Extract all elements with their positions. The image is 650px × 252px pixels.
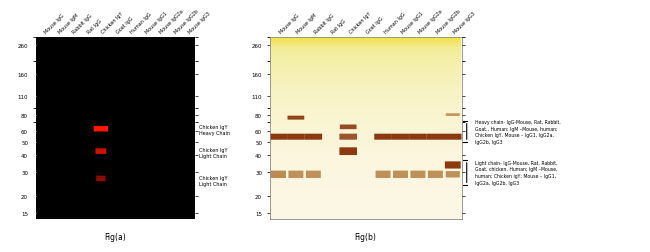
- Text: Fig(a): Fig(a): [105, 232, 126, 241]
- FancyBboxPatch shape: [306, 171, 321, 178]
- FancyBboxPatch shape: [270, 134, 287, 140]
- FancyBboxPatch shape: [94, 126, 108, 132]
- Text: Chicken IgY
Light Chain: Chicken IgY Light Chain: [200, 175, 228, 186]
- FancyBboxPatch shape: [96, 176, 105, 182]
- FancyBboxPatch shape: [392, 134, 410, 140]
- Text: Goat IgG: Goat IgG: [365, 16, 384, 35]
- Text: Mouse IgG3: Mouse IgG3: [188, 11, 212, 35]
- Text: Fig(b): Fig(b): [355, 232, 376, 241]
- FancyBboxPatch shape: [96, 149, 107, 154]
- Text: Chicken IgY
Heavy Chain: Chicken IgY Heavy Chain: [200, 124, 230, 136]
- Text: Mouse IgG3: Mouse IgG3: [453, 11, 476, 35]
- Text: Mouse IgG: Mouse IgG: [43, 13, 65, 35]
- Text: Mouse IgG1: Mouse IgG1: [400, 11, 424, 35]
- FancyBboxPatch shape: [305, 134, 322, 140]
- FancyBboxPatch shape: [428, 171, 443, 178]
- FancyBboxPatch shape: [444, 134, 462, 140]
- Text: Human IgG: Human IgG: [383, 12, 406, 35]
- FancyBboxPatch shape: [339, 134, 357, 140]
- Text: Mouse IgG2a: Mouse IgG2a: [159, 9, 185, 35]
- FancyBboxPatch shape: [426, 134, 444, 140]
- FancyBboxPatch shape: [445, 162, 461, 169]
- Text: Mouse IgG2b: Mouse IgG2b: [436, 9, 461, 35]
- FancyBboxPatch shape: [287, 116, 304, 120]
- FancyBboxPatch shape: [446, 171, 460, 178]
- FancyBboxPatch shape: [410, 171, 425, 178]
- Text: Chicken IgY
Light Chain: Chicken IgY Light Chain: [200, 147, 228, 159]
- Text: Rabbit IgG: Rabbit IgG: [313, 13, 335, 35]
- Text: Chicken IgY: Chicken IgY: [348, 11, 372, 35]
- Text: Heavy chain- IgG-Mouse, Rat, Rabbit,
Goat., Human; IgM –Mouse, human;
Chicken Ig: Heavy chain- IgG-Mouse, Rat, Rabbit, Goa…: [475, 120, 561, 144]
- Text: Mouse IgG2b: Mouse IgG2b: [174, 9, 200, 35]
- FancyBboxPatch shape: [446, 114, 460, 116]
- FancyBboxPatch shape: [374, 134, 392, 140]
- Text: Human IgG: Human IgG: [130, 12, 153, 35]
- Text: Rabbit IgG: Rabbit IgG: [72, 13, 94, 35]
- Text: Mouse IgM: Mouse IgM: [296, 13, 318, 35]
- Text: Rat IgG: Rat IgG: [86, 19, 103, 35]
- FancyBboxPatch shape: [340, 125, 357, 130]
- FancyBboxPatch shape: [393, 171, 408, 178]
- Text: Chicken IgY: Chicken IgY: [101, 11, 125, 35]
- Text: Rat IgG: Rat IgG: [331, 19, 347, 35]
- FancyBboxPatch shape: [289, 171, 304, 178]
- FancyBboxPatch shape: [339, 148, 357, 155]
- Text: Light chain- IgG-Mouse, Rat, Rabbit,
Goat, chicken, Human; IgM –Mouse,
human; Ch: Light chain- IgG-Mouse, Rat, Rabbit, Goa…: [475, 160, 558, 185]
- Text: Mouse IgG1: Mouse IgG1: [144, 11, 168, 35]
- FancyBboxPatch shape: [409, 134, 426, 140]
- Text: Goat IgG: Goat IgG: [116, 16, 134, 35]
- Text: Mouse IgM: Mouse IgM: [57, 13, 79, 35]
- Text: Mouse IgG: Mouse IgG: [278, 13, 300, 35]
- FancyBboxPatch shape: [287, 134, 305, 140]
- FancyBboxPatch shape: [376, 171, 391, 178]
- Text: Mouse IgG2a: Mouse IgG2a: [418, 9, 444, 35]
- FancyBboxPatch shape: [271, 171, 286, 178]
